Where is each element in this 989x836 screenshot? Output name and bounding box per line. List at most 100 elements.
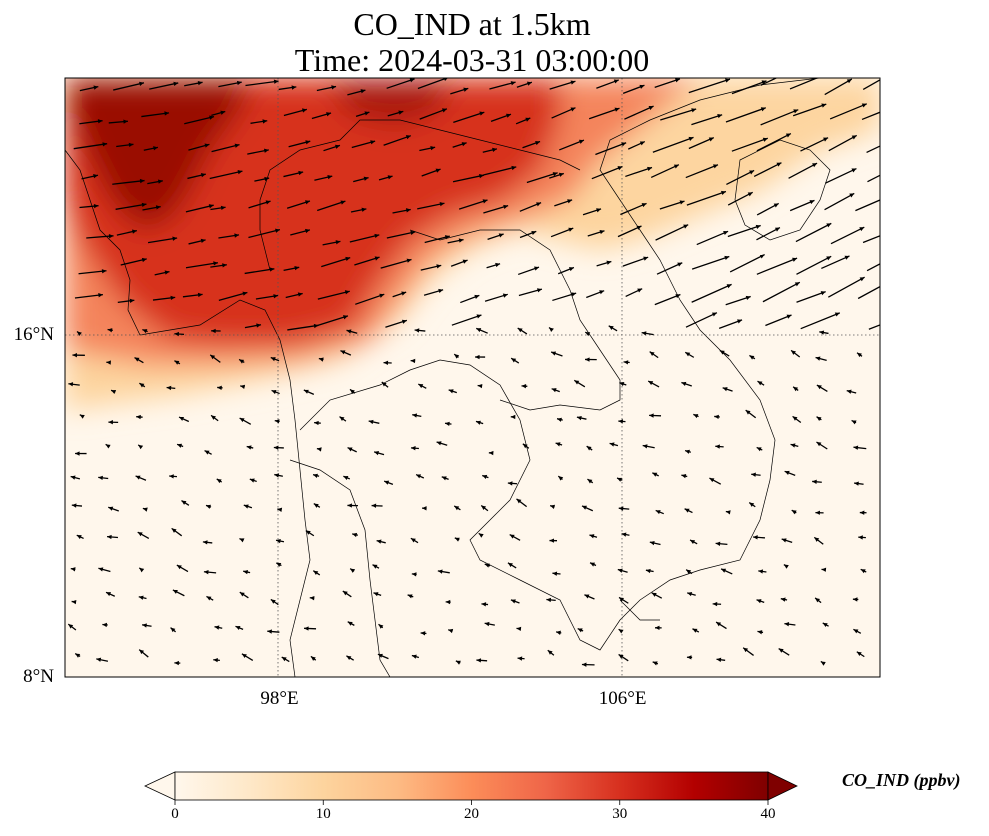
wind-arrow-head <box>585 332 591 337</box>
wind-arrow-head <box>407 594 413 599</box>
wind-arrow-head <box>346 655 352 661</box>
wind-arrow-head <box>791 510 797 515</box>
wind-arrow-head <box>276 562 282 567</box>
wind-arrow-shaft <box>349 234 380 243</box>
wind-arrow-head <box>441 476 447 481</box>
wind-arrow-head <box>549 538 555 543</box>
wind-arrow-head <box>484 621 490 627</box>
wind-arrow-head <box>778 648 784 653</box>
wind-arrow-head <box>712 164 718 169</box>
wind-arrow-shaft <box>660 108 697 121</box>
wind-arrow-head <box>387 175 393 180</box>
wind-arrow-head <box>812 479 817 484</box>
wind-arrow-head <box>71 599 77 605</box>
wind-arrow-head <box>416 474 422 479</box>
wind-arrow-head <box>861 103 867 108</box>
wind-arrow-head <box>134 357 140 362</box>
wind-arrow-head <box>507 562 513 568</box>
wind-arrow-shaft <box>753 162 782 178</box>
wind-arrow-head <box>170 627 176 633</box>
wind-arrow-head <box>570 107 576 112</box>
wind-arrow-head <box>98 567 104 572</box>
wind-arrow-head <box>576 415 582 421</box>
wind-arrow-head <box>374 450 380 456</box>
wind-arrow-shaft <box>827 276 865 298</box>
wind-arrow-head <box>641 203 647 208</box>
wind-arrow-head <box>743 647 749 653</box>
wind-arrow-head <box>318 357 324 362</box>
wind-arrow-shaft <box>451 314 482 326</box>
wind-arrow-head <box>142 623 147 628</box>
wind-arrow-head <box>107 534 112 540</box>
wind-arrow-shaft <box>417 202 445 210</box>
wind-arrow-head <box>599 290 605 295</box>
wind-arrow-shaft <box>821 255 850 270</box>
wind-arrow-head <box>239 418 245 423</box>
wind-arrow-head <box>476 658 482 663</box>
wind-arrow-head <box>639 141 645 146</box>
wind-arrow-head <box>619 597 624 602</box>
wind-arrow-head <box>749 170 755 175</box>
wind-arrow-head <box>98 475 103 481</box>
wind-arrow-head <box>488 450 494 456</box>
wind-arrow-head <box>762 137 768 142</box>
wind-arrow-head <box>558 476 564 481</box>
wind-arrow-head <box>345 256 351 261</box>
wind-arrow-head <box>537 288 542 293</box>
wind-arrow-head <box>237 169 243 175</box>
wind-arrow-head <box>412 413 418 418</box>
wind-arrow-shaft <box>489 81 516 90</box>
wind-vectors <box>67 78 880 667</box>
wind-arrow-shaft <box>115 203 147 210</box>
wind-arrow-head <box>844 255 850 260</box>
wind-arrow-head <box>234 233 240 238</box>
wind-arrow-head <box>276 538 281 544</box>
wind-arrow-head <box>502 293 508 298</box>
wind-arrow-shaft <box>825 167 857 184</box>
wind-arrow-head <box>745 295 751 300</box>
wind-arrow-head <box>346 329 352 334</box>
wind-arrow-head <box>819 330 825 335</box>
wind-arrow-head <box>274 473 280 478</box>
wind-arrow-head <box>313 503 319 508</box>
wind-arrow-head <box>648 105 654 110</box>
wind-arrow-head <box>420 631 426 636</box>
wind-arrow-head <box>454 354 460 359</box>
wind-arrow-head <box>675 294 681 299</box>
wind-arrow-shaft <box>386 78 415 89</box>
wind-arrow-head <box>774 227 780 232</box>
wind-arrow-head <box>436 441 442 446</box>
wind-arrow-head <box>716 657 722 662</box>
wind-arrow-head <box>507 481 513 486</box>
wind-arrow-head <box>655 510 661 515</box>
wind-arrow-head <box>281 657 287 662</box>
wind-arrow-head <box>436 264 442 269</box>
wind-arrow-head <box>462 259 468 264</box>
wind-arrow-head <box>364 111 370 116</box>
wind-arrow-head <box>169 474 174 479</box>
wind-arrow-head <box>234 143 240 148</box>
wind-arrow-head <box>239 359 245 364</box>
wind-arrow-head <box>107 328 113 333</box>
wind-arrow-head <box>649 413 654 418</box>
wind-arrow-head <box>374 256 380 261</box>
wind-arrow-head <box>305 228 310 234</box>
wind-arrow-shaft <box>625 166 653 178</box>
wind-arrow-head <box>793 386 799 392</box>
wind-arrow-head <box>749 502 755 507</box>
wind-arrow-head <box>249 478 255 483</box>
wind-arrow-head <box>820 291 826 296</box>
colorbar-extend-max <box>767 771 798 801</box>
wind-arrow-shaft <box>731 80 767 95</box>
wind-arrow-head <box>77 331 82 337</box>
wind-arrow-shaft <box>652 136 694 153</box>
wind-arrow-shaft <box>624 105 654 120</box>
wind-arrow-head <box>834 312 840 317</box>
wind-arrow-shaft <box>316 315 349 327</box>
wind-arrow-head <box>509 534 515 539</box>
wind-arrow-head <box>97 119 103 124</box>
wind-arrow-head <box>481 602 487 607</box>
wind-arrow-head <box>479 111 485 116</box>
lat-tick-label: 8°N <box>23 666 54 687</box>
wind-arrow-head <box>725 510 731 515</box>
